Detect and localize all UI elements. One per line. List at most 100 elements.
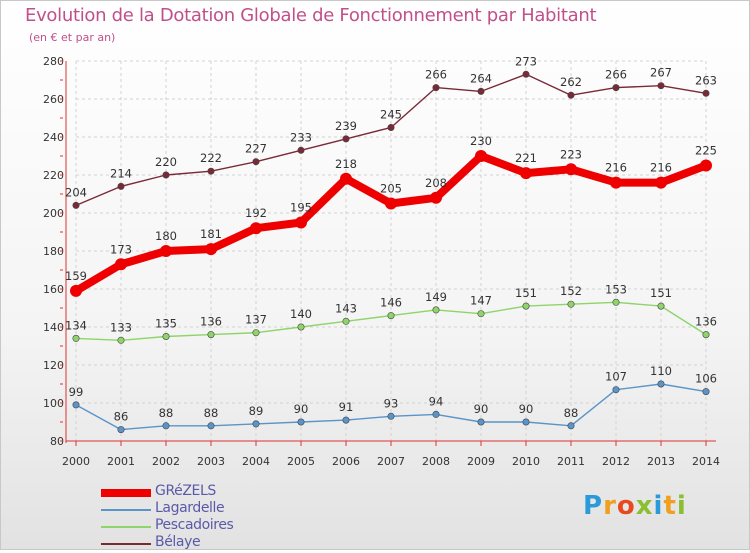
data-point bbox=[567, 300, 575, 308]
x-tick-label: 2010 bbox=[512, 455, 540, 468]
legend-swatch bbox=[101, 489, 151, 497]
data-label-layer: 204 214 220 222 227 233 239 245 266 264 273 262 266 2… bbox=[65, 54, 717, 423]
data-point bbox=[657, 82, 665, 90]
data-point bbox=[655, 176, 667, 189]
data-point bbox=[385, 197, 397, 210]
data-point bbox=[565, 163, 577, 176]
data-point bbox=[700, 159, 712, 172]
x-tick-label: 2014 bbox=[692, 455, 720, 468]
x-tick-label: 2006 bbox=[332, 455, 360, 468]
data-point bbox=[342, 416, 350, 424]
data-label: 110 bbox=[650, 364, 672, 378]
legend-label: Bélaye bbox=[155, 534, 201, 550]
y-tick-label: 280 bbox=[43, 55, 64, 68]
data-point bbox=[657, 302, 665, 310]
data-label: 88 bbox=[159, 406, 174, 420]
logo-letter: P bbox=[583, 491, 604, 521]
y-tick-label: 100 bbox=[43, 397, 64, 410]
data-point bbox=[477, 418, 485, 426]
data-label: 263 bbox=[695, 73, 717, 87]
data-point bbox=[207, 331, 215, 339]
y-tick-label: 160 bbox=[43, 283, 64, 296]
data-label: 88 bbox=[564, 406, 579, 420]
data-point bbox=[567, 91, 575, 99]
data-label: 192 bbox=[245, 206, 267, 220]
data-label: 152 bbox=[560, 284, 582, 298]
data-point bbox=[520, 167, 532, 180]
data-label: 86 bbox=[114, 410, 129, 424]
data-label: 89 bbox=[249, 404, 264, 418]
data-label: 149 bbox=[425, 290, 447, 304]
x-tick-label: 2013 bbox=[647, 455, 675, 468]
data-label: 133 bbox=[110, 320, 132, 334]
data-label: 264 bbox=[470, 71, 492, 85]
data-point bbox=[160, 245, 172, 257]
data-point bbox=[657, 380, 665, 388]
data-label: 225 bbox=[695, 144, 717, 158]
data-point bbox=[522, 302, 530, 310]
data-label: 88 bbox=[204, 406, 219, 420]
data-point bbox=[522, 70, 530, 78]
data-point bbox=[252, 420, 260, 428]
data-point bbox=[702, 388, 710, 396]
data-label: 273 bbox=[515, 54, 537, 68]
series-layer bbox=[70, 70, 712, 434]
legend-swatch bbox=[101, 526, 151, 528]
data-label: 143 bbox=[335, 301, 357, 315]
data-point bbox=[475, 150, 487, 162]
data-point bbox=[70, 284, 82, 297]
data-label: 107 bbox=[605, 370, 627, 384]
data-point bbox=[297, 146, 305, 154]
data-point bbox=[162, 171, 170, 179]
data-point bbox=[297, 418, 305, 426]
x-tick-label: 2009 bbox=[467, 455, 495, 468]
data-point bbox=[612, 386, 620, 394]
legend-label: Pescadoires bbox=[155, 517, 234, 533]
data-point bbox=[205, 243, 217, 256]
data-point bbox=[207, 167, 215, 175]
legend-label: GRéZELS bbox=[155, 483, 216, 499]
x-tick-label: 2011 bbox=[557, 455, 585, 468]
data-label: 137 bbox=[245, 313, 267, 327]
data-label: 90 bbox=[519, 402, 534, 416]
y-tick-label: 240 bbox=[43, 131, 64, 144]
data-point bbox=[162, 422, 170, 430]
data-label: 90 bbox=[474, 402, 489, 416]
data-point bbox=[117, 182, 125, 190]
data-point bbox=[340, 172, 352, 185]
data-label: 227 bbox=[245, 142, 267, 156]
data-point bbox=[295, 216, 307, 229]
x-tick-label: 2004 bbox=[242, 455, 270, 468]
data-label: 214 bbox=[110, 166, 132, 180]
data-point bbox=[387, 312, 395, 320]
data-label: 230 bbox=[470, 134, 492, 148]
data-label: 266 bbox=[425, 68, 447, 82]
x-tick-label: 2008 bbox=[422, 455, 450, 468]
data-point bbox=[162, 332, 170, 340]
x-tick-label: 2007 bbox=[377, 455, 405, 468]
data-label: 216 bbox=[605, 161, 627, 175]
data-point bbox=[72, 401, 80, 409]
data-point bbox=[432, 84, 440, 92]
data-label: 220 bbox=[155, 155, 177, 169]
axis-layer: 80 100 120 140 160 180 200 220 240 260 280 2000 2001… bbox=[43, 55, 720, 468]
y-tick-label: 80 bbox=[50, 435, 64, 448]
x-tick-label: 2012 bbox=[602, 455, 630, 468]
data-label: 216 bbox=[650, 161, 672, 175]
data-label: 136 bbox=[200, 315, 222, 329]
data-point bbox=[387, 124, 395, 132]
data-label: 135 bbox=[155, 317, 177, 331]
data-point bbox=[477, 310, 485, 318]
data-point bbox=[252, 158, 260, 166]
x-tick-label: 2002 bbox=[152, 455, 180, 468]
chart-subtitle: (en € et par an) bbox=[29, 31, 116, 44]
data-label: 222 bbox=[200, 151, 222, 165]
data-point bbox=[477, 87, 485, 95]
data-point bbox=[117, 426, 125, 434]
data-label: 151 bbox=[515, 286, 537, 300]
y-tick-label: 220 bbox=[43, 169, 64, 182]
data-point bbox=[207, 422, 215, 430]
data-label: 91 bbox=[339, 400, 354, 414]
data-label: 93 bbox=[384, 396, 399, 410]
